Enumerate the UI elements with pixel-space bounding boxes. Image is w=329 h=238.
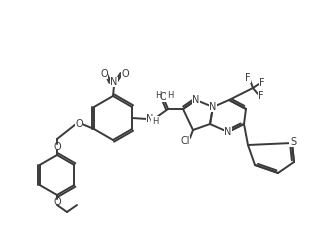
Text: O: O bbox=[121, 69, 129, 79]
Text: N: N bbox=[146, 114, 154, 124]
Text: N: N bbox=[110, 77, 118, 87]
Text: H: H bbox=[152, 116, 158, 125]
Text: H: H bbox=[167, 91, 173, 100]
Text: N: N bbox=[209, 102, 217, 112]
Text: S: S bbox=[290, 137, 296, 147]
Text: O: O bbox=[53, 142, 61, 152]
Text: O: O bbox=[159, 92, 167, 102]
Text: F: F bbox=[259, 78, 265, 88]
Text: O: O bbox=[53, 197, 61, 207]
Text: N: N bbox=[224, 127, 232, 137]
Text: H: H bbox=[155, 90, 161, 99]
Text: F: F bbox=[245, 73, 251, 83]
Text: O: O bbox=[100, 69, 108, 79]
Text: N: N bbox=[192, 95, 200, 105]
Text: O: O bbox=[75, 119, 83, 129]
Text: F: F bbox=[258, 91, 264, 101]
Text: Cl: Cl bbox=[180, 136, 190, 146]
